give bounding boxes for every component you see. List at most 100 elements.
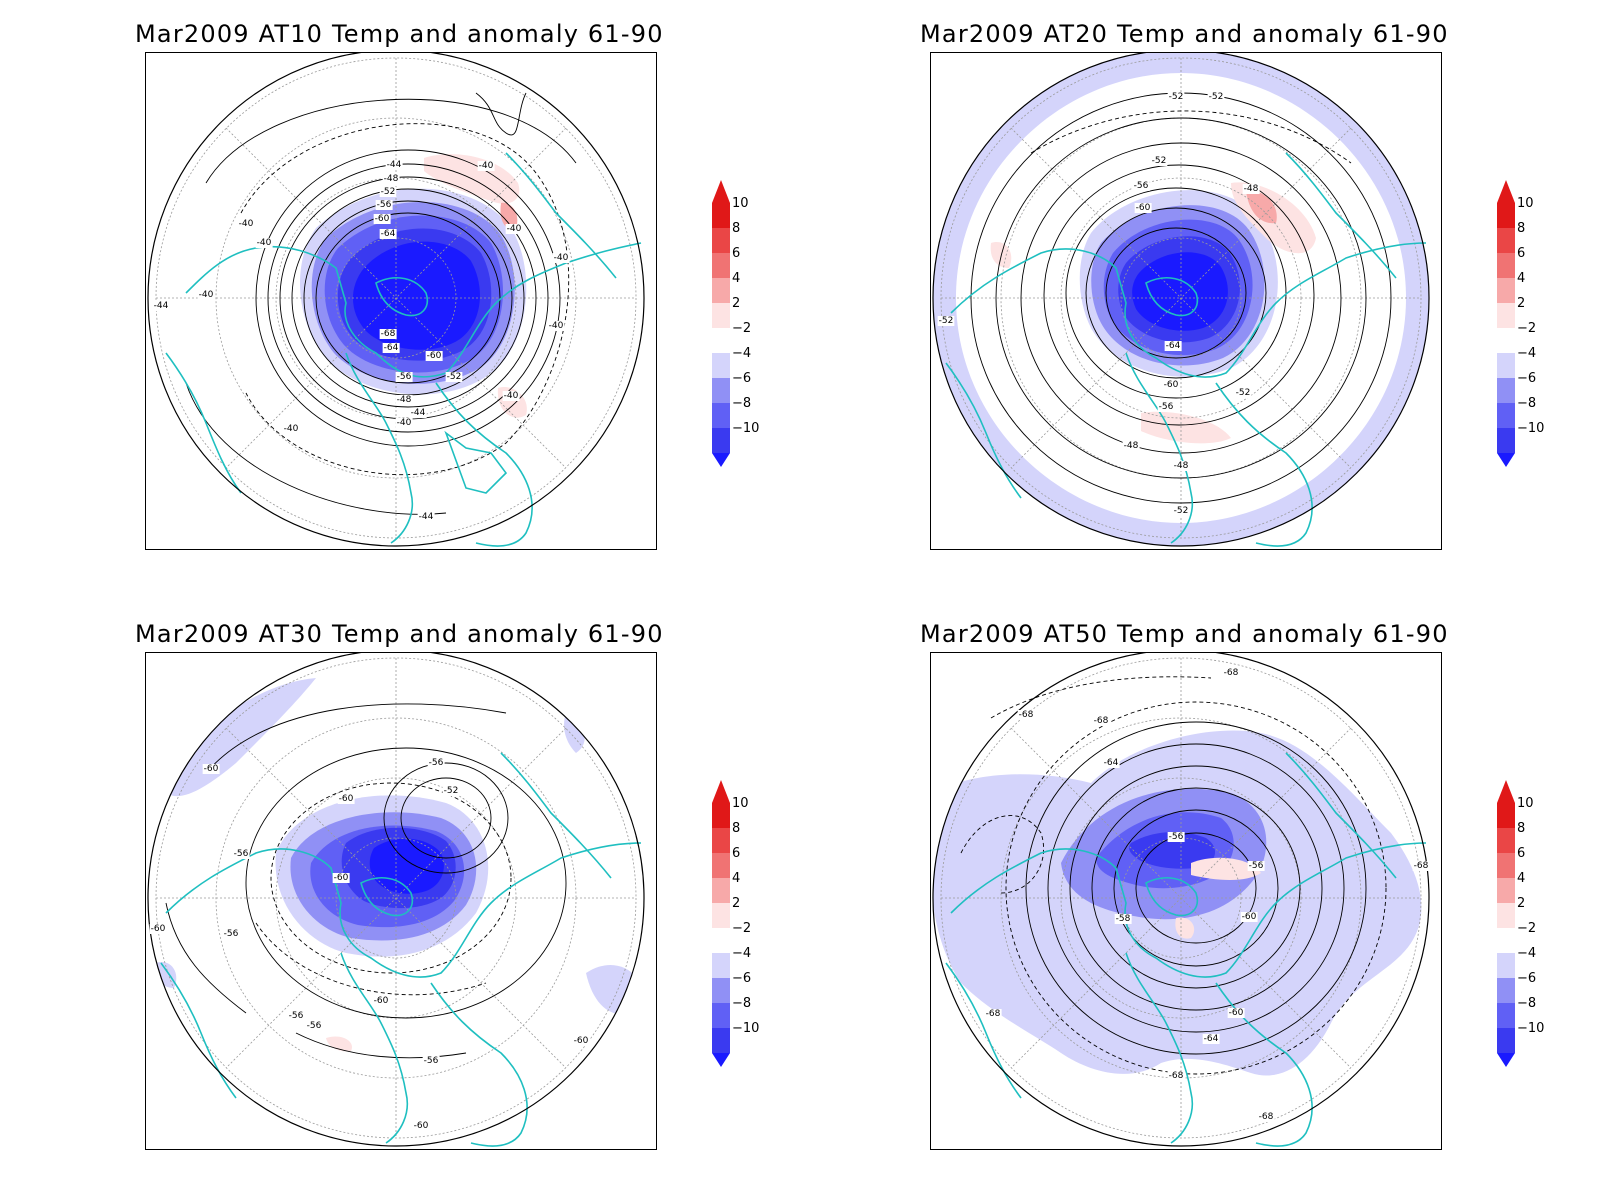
graticule xyxy=(155,57,637,539)
panel-at10: Mar2009 AT10 Temp and anomaly 61-90 xyxy=(135,20,915,580)
contour-label: -48 xyxy=(1174,461,1189,471)
contour-label: -48 xyxy=(1244,184,1259,194)
anomaly-shading xyxy=(299,154,527,418)
contour-label: -56 xyxy=(1134,181,1149,191)
colorbar-label: −4 xyxy=(1517,346,1537,361)
contour-label: -60 xyxy=(151,924,166,934)
colorbar-label: 10 xyxy=(732,796,749,811)
contour-label: -44 xyxy=(387,160,402,170)
contour-label: -64 xyxy=(1166,341,1181,351)
contour-label: -52 xyxy=(1236,388,1251,398)
graticule xyxy=(155,657,637,1139)
contour-label: -64 xyxy=(381,229,396,239)
colorbar-label: 8 xyxy=(732,821,741,836)
colorbar-label: 6 xyxy=(732,246,741,261)
anomaly-shading xyxy=(933,730,1422,1076)
polar-stereographic-map: -68 -68 -68 -64 -56 -56 -58 -60 -60 -64 … xyxy=(932,653,1430,1147)
contour-label: -52 xyxy=(939,316,954,326)
temperature-contours xyxy=(165,703,567,1059)
contour-label-group: -60 -56 -52 -60 -56 -60 -60 -56 -56 -56 … xyxy=(149,758,590,1131)
colorbar-label: −10 xyxy=(732,421,760,436)
temperature-contours xyxy=(960,676,1387,1075)
polar-stereographic-map: -60 -56 -52 -60 -56 -60 -60 -56 -56 -56 … xyxy=(147,653,645,1147)
contour-label: -40 xyxy=(479,161,494,171)
contour-label: -52 xyxy=(1152,156,1167,166)
colorbar-label: 2 xyxy=(1517,896,1526,911)
contour-label: -64 xyxy=(384,343,399,353)
colorbar-label: 4 xyxy=(732,271,741,286)
contour-label: -60 xyxy=(204,764,219,774)
colorbar-label: 8 xyxy=(732,221,741,236)
contour-label: -56 xyxy=(377,200,392,210)
graticule xyxy=(940,657,1422,1139)
colorbar-label: −10 xyxy=(732,1021,760,1036)
contour-label: -60 xyxy=(375,214,390,224)
contour-label: -52 xyxy=(381,187,396,197)
colorbar-label: 6 xyxy=(732,846,741,861)
contour-label: -52 xyxy=(444,786,459,796)
panel-title: Mar2009 AT10 Temp and anomaly 61-90 xyxy=(135,20,664,48)
contour-label: -60 xyxy=(414,1121,429,1131)
colorbar-label: −2 xyxy=(1517,321,1537,336)
colorbar-label: −4 xyxy=(732,946,752,961)
contour-label: -52 xyxy=(447,372,462,382)
colorbar-label: −10 xyxy=(1517,421,1545,436)
colorbar-label: −2 xyxy=(1517,921,1537,936)
anomaly-colorbar: 10 8 6 4 2 −2 −4 −6 −8 −10 xyxy=(1495,778,1565,1068)
anomaly-shading xyxy=(155,678,644,1052)
contour-label: -40 xyxy=(549,321,564,331)
colorbar-label: −4 xyxy=(1517,946,1537,961)
polar-stereographic-map: -44 -48 -52 -56 -60 -64 -68 -64 -60 -56 … xyxy=(147,53,645,547)
colorbar-label: −8 xyxy=(1517,996,1537,1011)
contour-label: -40 xyxy=(257,238,272,248)
colorbar-label: 6 xyxy=(1517,846,1526,861)
colorbar-swatches xyxy=(1497,780,1515,1067)
contour-label: -68 xyxy=(381,329,396,339)
colorbar-label: 4 xyxy=(1517,271,1526,286)
contour-label: -56 xyxy=(429,758,444,768)
coastlines xyxy=(945,152,1427,547)
contour-label-group: -68 -68 -68 -64 -56 -56 -58 -60 -60 -64 … xyxy=(984,668,1430,1122)
contour-label: -40 xyxy=(239,219,254,229)
contour-label: -40 xyxy=(554,253,569,263)
colorbar-label: −2 xyxy=(732,321,752,336)
contour-label: -44 xyxy=(419,512,434,522)
colorbar-label: −4 xyxy=(732,346,752,361)
colorbar-label: −6 xyxy=(1517,371,1537,386)
contour-label: -60 xyxy=(1164,380,1179,390)
contour-label: -60 xyxy=(1136,203,1151,213)
polar-map-frame: -68 -68 -68 -64 -56 -56 -58 -60 -60 -64 … xyxy=(930,652,1442,1150)
panel-at20: Mar2009 AT20 Temp and anomaly 61-90 xyxy=(920,20,1600,580)
contour-label: -44 xyxy=(411,408,426,418)
contour-label: -64 xyxy=(1204,1034,1219,1044)
contour-label: -68 xyxy=(1224,668,1239,678)
contour-label: -56 xyxy=(289,1011,304,1021)
colorbar-label: −6 xyxy=(1517,971,1537,986)
polar-map-frame: -60 -56 -52 -60 -56 -60 -60 -56 -56 -56 … xyxy=(145,652,657,1150)
contour-label: -40 xyxy=(284,424,299,434)
contour-label: -56 xyxy=(424,1056,439,1066)
contour-label: -56 xyxy=(234,849,249,859)
contour-label: -56 xyxy=(1169,832,1184,842)
panel-title: Mar2009 AT20 Temp and anomaly 61-90 xyxy=(920,20,1449,48)
contour-label-group: -44 -48 -52 -56 -60 -64 -68 -64 -60 -56 … xyxy=(152,160,570,522)
panel-at50: Mar2009 AT50 Temp and anomaly 61-90 xyxy=(920,620,1600,1180)
contour-label: -60 xyxy=(1229,1008,1244,1018)
contour-label: -68 xyxy=(1259,1112,1274,1122)
contour-label: -52 xyxy=(1169,92,1184,102)
colorbar-label: −8 xyxy=(732,996,752,1011)
contour-label: -60 xyxy=(574,1036,589,1046)
contour-label: -60 xyxy=(374,996,389,1006)
contour-label: -48 xyxy=(1124,441,1139,451)
colorbar-label: −2 xyxy=(732,921,752,936)
colorbar-label: −8 xyxy=(1517,396,1537,411)
contour-label: -40 xyxy=(397,418,412,428)
colorbar-swatches xyxy=(712,780,730,1067)
contour-label: -64 xyxy=(1104,758,1119,768)
contour-label: -56 xyxy=(224,929,239,939)
panel-title: Mar2009 AT30 Temp and anomaly 61-90 xyxy=(135,620,664,648)
anomaly-colorbar: 10 8 6 4 2 −2 −4 −6 −8 −10 xyxy=(710,178,780,468)
contour-label: -60 xyxy=(339,794,354,804)
contour-label: -68 xyxy=(1019,710,1034,720)
polar-map-frame: -52 -52 -52 -56 -60 -48 -64 -60 -56 -52 … xyxy=(930,52,1442,550)
